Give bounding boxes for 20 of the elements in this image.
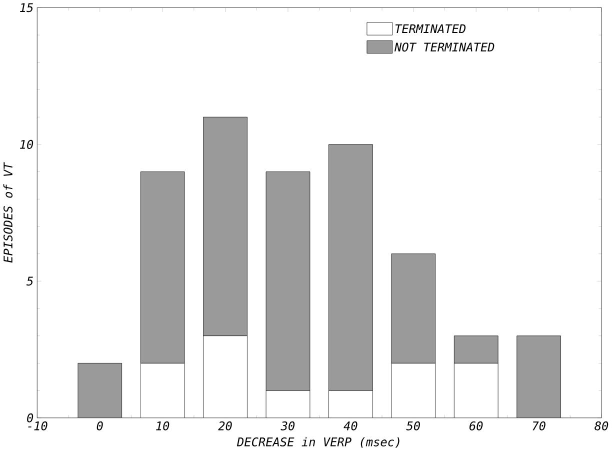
x-tick-label: 60 bbox=[469, 421, 483, 430]
x-tick-label: 30 bbox=[280, 421, 295, 430]
bar bbox=[78, 362, 122, 418]
y-axis-title: EPISODES of VT bbox=[3, 162, 13, 263]
x-tick-label: 50 bbox=[406, 421, 420, 430]
x-tick-label: 70 bbox=[532, 421, 546, 430]
legend-label: TERMINATED bbox=[395, 24, 466, 33]
x-tick-label: 10 bbox=[156, 421, 170, 430]
y-tick-label: 15 bbox=[20, 3, 33, 12]
x-tick-label: 20 bbox=[218, 421, 232, 430]
x-tick-label: 40 bbox=[344, 421, 358, 430]
legend-label: NOT TERMINATED bbox=[394, 42, 494, 52]
bar bbox=[516, 336, 561, 418]
y-tick-label: 10 bbox=[20, 140, 34, 149]
x-axis-title: DECREASE in VERP (msec) bbox=[236, 437, 400, 448]
x-tick-label: -10 bbox=[28, 421, 48, 430]
y-tick-label: 0 bbox=[27, 413, 34, 422]
x-tick-label: 0 bbox=[96, 421, 103, 430]
x-tick-label: 80 bbox=[594, 421, 608, 430]
y-tick-label: 5 bbox=[26, 276, 33, 286]
